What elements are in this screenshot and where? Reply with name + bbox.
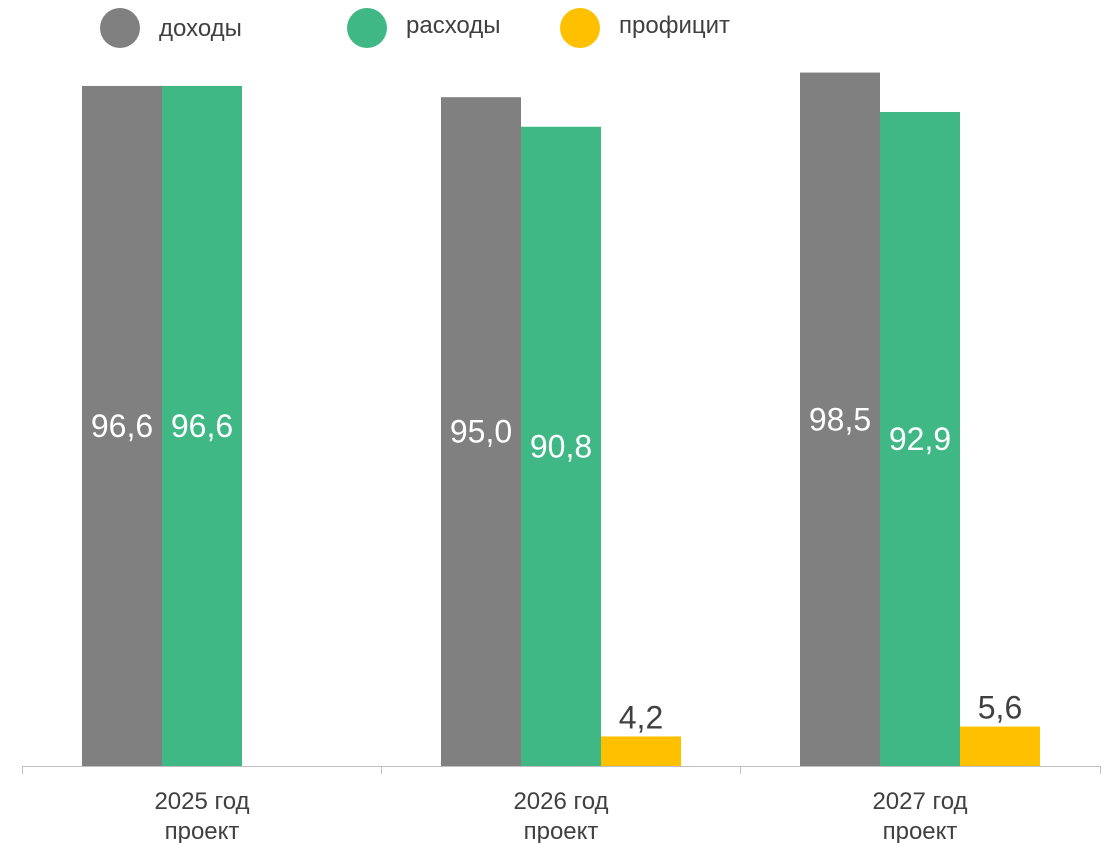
x-axis: 2025 год проект 2026 год проект 2027 год прое… xyxy=(22,766,1101,843)
bar-профицит-2 xyxy=(601,736,681,766)
value-label-расходы-3: 92,9 xyxy=(889,421,951,457)
legend: доходы расходы профицит xyxy=(100,8,730,48)
bar-расходы-1 xyxy=(162,85,242,767)
value-labels: 96,6 96,6 95,0 90,8 4,2 98,5 92,9 5,6 xyxy=(91,401,1022,735)
x-tick-label-3-line-2: проект xyxy=(883,818,958,843)
bar-доходы-2 xyxy=(441,97,521,766)
value-label-доходы-3: 98,5 xyxy=(809,401,871,437)
value-label-расходы-1: 96,6 xyxy=(171,408,233,444)
bar-профицит-3 xyxy=(960,726,1040,766)
legend-label-доходы: доходы xyxy=(159,15,242,42)
x-tick-label-2-line-1: 2026 год xyxy=(513,788,608,815)
value-label-профицит-2: 4,2 xyxy=(619,699,663,735)
legend-label-профицит: профицит xyxy=(619,12,730,39)
x-tick-label-1-line-1: 2025 год xyxy=(154,788,249,815)
bars xyxy=(82,72,1040,767)
bar-доходы-1 xyxy=(82,85,162,767)
legend-label-расходы: расходы xyxy=(406,12,501,39)
x-tick-label-1-line-2: проект xyxy=(165,818,240,843)
bar-расходы-3 xyxy=(880,111,960,766)
bar-расходы-2 xyxy=(521,126,601,766)
value-label-расходы-2: 90,8 xyxy=(530,428,592,464)
x-tick-label-3-line-1: 2027 год xyxy=(872,788,967,815)
value-label-профицит-3: 5,6 xyxy=(978,690,1022,726)
bar-доходы-3 xyxy=(800,72,880,766)
x-tick-label-2-line-2: проект xyxy=(524,818,599,843)
legend-marker-доходы xyxy=(100,8,140,48)
value-label-доходы-1: 96,6 xyxy=(91,408,153,444)
legend-marker-профицит xyxy=(560,8,600,48)
value-label-доходы-2: 95,0 xyxy=(450,414,512,450)
legend-marker-расходы xyxy=(347,8,387,48)
